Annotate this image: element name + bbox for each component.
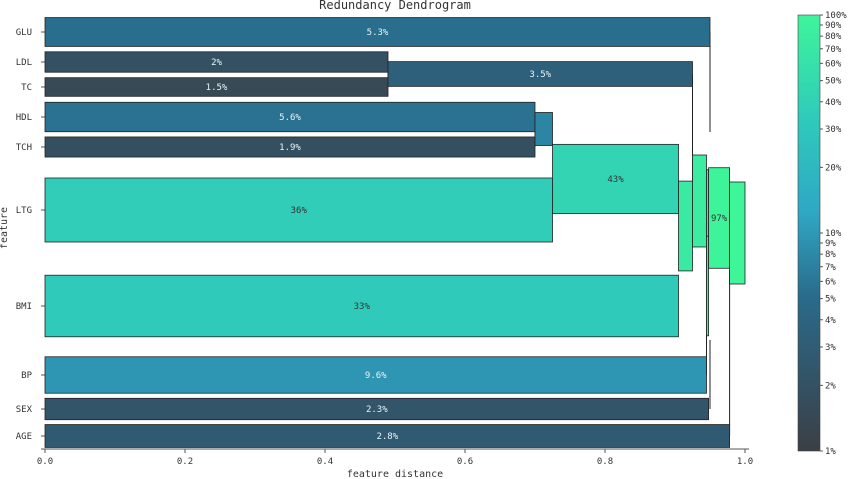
cluster-bar <box>706 235 709 337</box>
colorbar-tick-label: 40% <box>825 98 842 108</box>
colorbar-tick-label: 5% <box>825 295 836 305</box>
leaf-bar-tch <box>44 136 536 158</box>
colorbar-tick-label: 50% <box>825 77 842 87</box>
leaf-bar-hdl <box>44 101 536 133</box>
cluster-bar <box>729 181 746 285</box>
bar-value-label: 3.5% <box>529 70 551 80</box>
leaf-bar-glu <box>44 17 711 47</box>
bar-value-label: 2% <box>211 58 222 68</box>
y-tick-label: BMI <box>16 302 32 312</box>
x-tick-label: 0.6 <box>457 457 473 467</box>
leaf-bar-bp <box>44 356 707 394</box>
colorbar-tick-label: 60% <box>825 59 842 69</box>
bar-labels: 5.3% 2% 1.5% 5.6% 1.9% 36% 33% 9.6% 2.3% 2.8% 3.5%… <box>206 28 728 442</box>
bar-value-label: 2.8% <box>376 432 398 442</box>
chart-title: Redundancy Dendrogram <box>319 0 471 12</box>
cluster-bar <box>534 112 553 146</box>
y-tick-label: TCH <box>16 143 32 153</box>
y-tick-label: TC <box>21 83 32 93</box>
bar-value-label: 1.5% <box>206 83 228 93</box>
colorbar-tick-label: 6% <box>825 277 836 287</box>
leaf-bar-age <box>44 424 730 448</box>
y-tick-label: SEX <box>16 405 33 415</box>
x-tick-label: 0.8 <box>597 457 613 467</box>
leaf-bar-bmi <box>44 274 679 338</box>
colorbar-tick-label: 4% <box>825 316 836 326</box>
x-tick-label: 0.4 <box>317 457 333 467</box>
colorbar-tick-label: 8% <box>825 250 836 260</box>
colorbar-tick-label: 20% <box>825 163 842 173</box>
cluster-bar <box>387 61 693 87</box>
y-tick-label: GLU <box>16 28 32 38</box>
colorbar-tick-label: 2% <box>825 381 836 391</box>
importance-bars <box>44 17 746 448</box>
colorbar-tick-label: 90% <box>825 21 842 31</box>
y-tick-label: AGE <box>16 432 32 442</box>
cluster-bar <box>678 180 693 272</box>
colorbar-tick-label: 100% <box>825 11 847 21</box>
leaf-bar-sex <box>44 397 709 421</box>
x-tick-label: 1.0 <box>737 457 753 467</box>
bar-value-label: 5.3% <box>367 28 389 38</box>
x-tick-label: 0.0 <box>37 457 53 467</box>
cluster-bar <box>552 143 679 215</box>
plot-axes: 0.0 0.2 0.4 0.6 0.8 1.0 GLU LDL TC HDL TCH LTG BMI BP… <box>16 28 753 467</box>
y-axis-label: feature <box>0 207 10 249</box>
colorbar-tick-label: 30% <box>825 125 842 135</box>
colorbar-tick-label: 70% <box>825 45 842 55</box>
bar-value-label: 1.9% <box>279 143 301 153</box>
bar-value-label: 5.6% <box>279 113 301 123</box>
colorbar-gradient <box>797 14 821 452</box>
colorbar: 1% 2% 3% 4% 5% 6% 7% 8%9%10% 20% 30% 40% 50% 60% 70% 8… <box>797 11 847 457</box>
colorbar-tick-label: 3% <box>825 343 836 353</box>
cluster-bar <box>692 154 707 248</box>
y-tick-label: LDL <box>16 58 32 68</box>
bar-value-label: 9.6% <box>365 371 387 381</box>
y-tick-label: BP <box>21 371 32 381</box>
colorbar-tick-label: 10% <box>825 229 842 239</box>
x-tick-label: 0.2 <box>177 457 193 467</box>
bar-value-label: 33% <box>354 302 371 312</box>
bar-value-label: 36% <box>291 206 308 216</box>
colorbar-tick-label: 7% <box>825 263 836 273</box>
colorbar-tick-label: 9% <box>825 239 836 249</box>
x-axis-label: feature distance <box>347 469 443 479</box>
leaf-bar-tc <box>44 77 389 97</box>
bar-value-label: 2.3% <box>366 405 388 415</box>
bar-value-label: 97% <box>711 214 728 224</box>
y-tick-label: LTG <box>16 206 32 216</box>
colorbar-tick-label: 1% <box>825 447 836 457</box>
colorbar-tick-label: 80% <box>825 32 842 42</box>
y-tick-label: HDL <box>16 113 32 123</box>
bar-value-label: 43% <box>607 175 624 185</box>
